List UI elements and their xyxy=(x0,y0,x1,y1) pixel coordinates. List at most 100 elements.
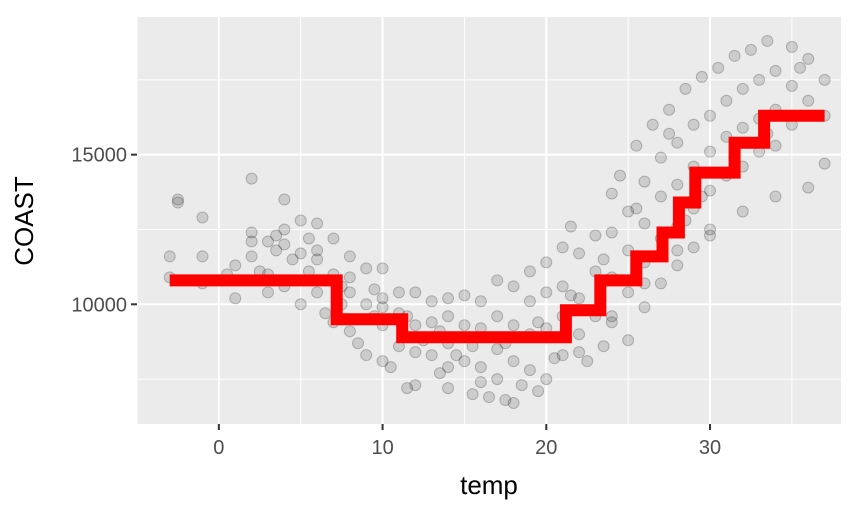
scatter-point xyxy=(769,64,782,77)
scatter-point xyxy=(163,250,176,263)
scatter-point xyxy=(671,136,684,149)
scatter-point xyxy=(442,361,455,374)
scatter-point xyxy=(630,202,643,215)
scatter-point xyxy=(597,253,610,266)
scatter-point xyxy=(458,355,471,368)
scatter-point xyxy=(802,181,815,194)
scatter-point xyxy=(802,94,815,107)
scatter-point xyxy=(245,226,258,239)
scatter-point xyxy=(392,286,405,299)
scatter-point xyxy=(376,355,389,368)
scatter-point xyxy=(474,295,487,308)
scatter-point xyxy=(352,337,365,350)
x-tick-label: 0 xyxy=(213,437,224,459)
scatter-point xyxy=(343,271,356,284)
scatter-point xyxy=(343,325,356,338)
scatter-point xyxy=(425,349,438,362)
scatter-point xyxy=(507,319,520,332)
scatter-point xyxy=(491,373,504,386)
scatter-point xyxy=(458,319,471,332)
scatter-point xyxy=(671,178,684,191)
grid-major xyxy=(137,17,841,424)
scatter-point xyxy=(573,346,586,359)
scatter-point xyxy=(687,241,700,254)
scatter-point xyxy=(704,229,717,242)
scatter-point xyxy=(425,316,438,329)
scatter-point xyxy=(523,364,536,377)
scatter-point xyxy=(450,349,463,362)
scatter-point xyxy=(630,139,643,152)
scatter-point xyxy=(311,286,324,299)
scatter-point xyxy=(229,259,242,272)
scatter-point xyxy=(245,235,258,248)
scatter-point xyxy=(270,244,283,257)
scatter-point xyxy=(671,259,684,272)
scatter-point xyxy=(278,238,291,251)
scatter-point xyxy=(597,340,610,353)
scatter-point xyxy=(556,280,569,293)
scatter-point xyxy=(695,70,708,83)
scatter-point xyxy=(704,223,717,236)
scatter-point xyxy=(245,172,258,185)
x-axis-title: temp xyxy=(460,470,518,500)
scatter-point xyxy=(507,355,520,368)
scatter-point xyxy=(654,277,667,290)
scatter-point xyxy=(507,397,520,410)
scatter-point xyxy=(171,193,184,206)
scatter-point xyxy=(196,211,209,224)
scatter-point xyxy=(458,289,471,302)
scatter-point xyxy=(704,184,717,197)
scatter-point xyxy=(474,361,487,374)
scatter-point xyxy=(360,262,373,275)
scatter-point xyxy=(785,79,798,92)
scatter-point xyxy=(573,292,586,305)
scatter-point xyxy=(261,235,274,248)
scatter-point xyxy=(360,298,373,311)
scatter-point xyxy=(442,382,455,395)
scatter-point xyxy=(261,286,274,299)
scatter-point xyxy=(343,286,356,299)
scatter-point xyxy=(638,217,651,230)
scatter-point xyxy=(736,121,749,134)
scatter-point xyxy=(744,43,757,56)
scatter-point xyxy=(622,286,635,299)
scatter-point xyxy=(663,127,676,140)
y-tick-label: 15000 xyxy=(71,145,127,167)
scatter-point xyxy=(294,214,307,227)
scatter-point xyxy=(704,109,717,122)
scatter-point xyxy=(753,73,766,86)
scatter-point xyxy=(589,229,602,242)
scatter-point xyxy=(646,118,659,131)
scatter-point xyxy=(573,247,586,260)
scatter-point xyxy=(540,286,553,299)
scatter-point xyxy=(311,217,324,230)
scatter-point xyxy=(769,139,782,152)
scatter-point xyxy=(433,367,446,380)
scatter-point xyxy=(483,391,495,404)
y-tick-label: 10000 xyxy=(71,294,127,316)
scatter-point xyxy=(425,295,438,308)
scatter-point xyxy=(270,229,283,242)
scatter-point xyxy=(311,244,324,257)
scatter-point xyxy=(409,346,422,359)
scatter-point xyxy=(368,283,381,296)
scatter-point xyxy=(319,307,332,320)
scatter-point xyxy=(761,34,774,47)
scatter-point xyxy=(769,190,782,203)
scatter-point xyxy=(384,361,397,374)
scatter-point xyxy=(605,226,618,239)
scatter-point xyxy=(294,298,307,311)
scatter-point xyxy=(540,256,553,269)
scatter-point xyxy=(311,253,324,266)
scatter-point xyxy=(171,196,184,209)
scatter-point xyxy=(818,157,831,170)
scatter-point xyxy=(442,310,455,323)
scatter-point xyxy=(573,328,586,341)
scatter-point xyxy=(442,292,455,305)
x-tick-label: 20 xyxy=(535,437,557,459)
scatter-point xyxy=(229,292,242,305)
scatter-point xyxy=(556,241,569,254)
scatter-point xyxy=(278,223,291,236)
scatter-point xyxy=(605,187,618,200)
